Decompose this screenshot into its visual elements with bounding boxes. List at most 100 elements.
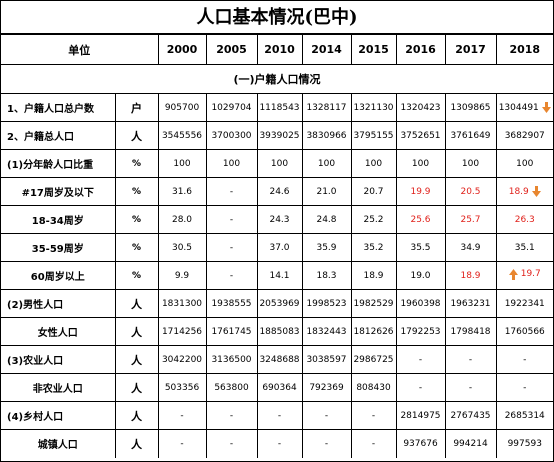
value-cell: 30.5: [157, 233, 207, 262]
arrow-down-icon: [541, 102, 551, 113]
value-text: 1321130: [353, 102, 394, 113]
row-unit: %: [114, 149, 159, 178]
value-cell: 1029704: [205, 93, 258, 122]
row-unit: 人: [114, 429, 159, 458]
row-unit: 人: [114, 121, 159, 150]
value-cell: -: [301, 429, 352, 458]
value-cell: 690364: [256, 373, 303, 402]
value-text: 1328117: [306, 102, 347, 113]
value-cell: 9.9: [157, 261, 207, 290]
row-label: 35-59周岁: [1, 233, 116, 262]
section-title: (一)户籍人口情况: [1, 64, 553, 94]
row-unit: %: [114, 177, 159, 206]
value-cell: 100: [444, 149, 497, 178]
header-unit-cell: 单位: [1, 34, 159, 65]
value-text: 1309865: [450, 102, 491, 113]
value-text: 19.7: [520, 269, 541, 279]
value-text: 1812626: [353, 326, 394, 337]
value-text: 35.1: [514, 242, 535, 253]
value-cell: 1938555: [205, 289, 258, 318]
value-text: 24.8: [316, 214, 337, 225]
table-row: 城镇人口人 - - - - - 937676 994214 997593: [1, 429, 553, 458]
value-cell: 1304491: [495, 93, 553, 122]
value-text: 100: [222, 158, 241, 169]
value-cell: 24.8: [301, 205, 352, 234]
value-cell: 35.9: [301, 233, 352, 262]
table-row: (2)男性人口人 1831300 1938555 2053969 1998523 1982…: [1, 289, 553, 318]
value-cell: 1960398: [395, 289, 446, 318]
row-label: 18-34周岁: [1, 205, 116, 234]
value-cell: -: [205, 233, 258, 262]
value-cell: 1922341: [495, 289, 553, 318]
value-with-arrow: 18.9: [509, 186, 541, 197]
value-text: 1118543: [259, 102, 300, 113]
value-cell: 100: [301, 149, 352, 178]
row-label: 城镇人口: [1, 429, 116, 458]
value-cell: 24.3: [256, 205, 303, 234]
table-row: 18-34周岁% 28.0 - 24.3 24.8 25.2 25.6 25.7 26.3: [1, 205, 553, 234]
row-unit: 人: [114, 317, 159, 346]
value-cell: 2767435: [444, 401, 497, 430]
value-text: 18.9: [363, 270, 384, 281]
value-text: 25.7: [460, 214, 481, 225]
section-row: (一)户籍人口情况: [1, 64, 553, 94]
value-cell: 26.3: [495, 205, 553, 234]
header-year: 2018: [495, 34, 553, 65]
value-text: 21.0: [316, 186, 337, 197]
value-text: -: [229, 438, 234, 449]
value-with-arrow: 1304491: [499, 102, 551, 113]
value-cell: 1982529: [350, 289, 397, 318]
value-text: 28.0: [171, 214, 193, 225]
value-cell: 25.6: [395, 205, 446, 234]
header-year: 2014: [301, 34, 352, 65]
value-cell: 100: [495, 149, 553, 178]
value-text: -: [523, 354, 527, 365]
value-text: 997593: [507, 438, 542, 449]
value-text: 35.9: [316, 242, 337, 253]
value-text: 3545556: [161, 130, 203, 141]
value-text: 1792253: [400, 326, 441, 337]
row-label: (1)分年龄人口比重: [1, 149, 116, 178]
row-label: 女性人口: [1, 317, 116, 346]
value-cell: 937676: [395, 429, 446, 458]
value-text: 100: [173, 158, 191, 169]
value-cell: -: [157, 401, 207, 430]
value-text: -: [277, 438, 282, 449]
value-text: 994214: [453, 438, 488, 449]
arrow-down-icon: [531, 186, 541, 197]
value-text: 19.9: [410, 186, 431, 197]
value-text: 3939025: [259, 130, 300, 141]
value-text: 20.7: [363, 186, 384, 197]
value-text: 100: [461, 158, 480, 169]
value-cell: 25.2: [350, 205, 397, 234]
value-cell: -: [301, 401, 352, 430]
row-label: 60周岁以上: [1, 261, 116, 290]
value-text: 18.9: [460, 270, 481, 281]
value-cell: -: [256, 401, 303, 430]
value-text: 100: [364, 158, 383, 169]
value-cell: -: [495, 345, 553, 374]
row-label: (4)乡村人口: [1, 401, 116, 430]
value-cell: 100: [205, 149, 258, 178]
value-cell: 3248688: [256, 345, 303, 374]
value-cell: 18.9: [444, 261, 497, 290]
value-text: -: [418, 382, 423, 393]
value-cell: 3545556: [157, 121, 207, 150]
value-text: 1922341: [504, 298, 545, 309]
arrow-up-icon: [508, 268, 518, 280]
value-text: 1029704: [211, 102, 252, 113]
value-cell: 1714256: [157, 317, 207, 346]
value-cell: 100: [395, 149, 446, 178]
value-cell: 563800: [205, 373, 258, 402]
value-cell: 1885083: [256, 317, 303, 346]
value-cell: -: [205, 429, 258, 458]
value-cell: -: [205, 261, 258, 290]
value-text: 1960398: [400, 298, 441, 309]
header-year: 2010: [256, 34, 303, 65]
value-cell: 28.0: [157, 205, 207, 234]
value-cell: -: [205, 177, 258, 206]
value-text: 3038597: [306, 354, 347, 365]
value-cell: 35.5: [395, 233, 446, 262]
value-text: 3752651: [400, 130, 441, 141]
value-text: -: [229, 410, 234, 421]
